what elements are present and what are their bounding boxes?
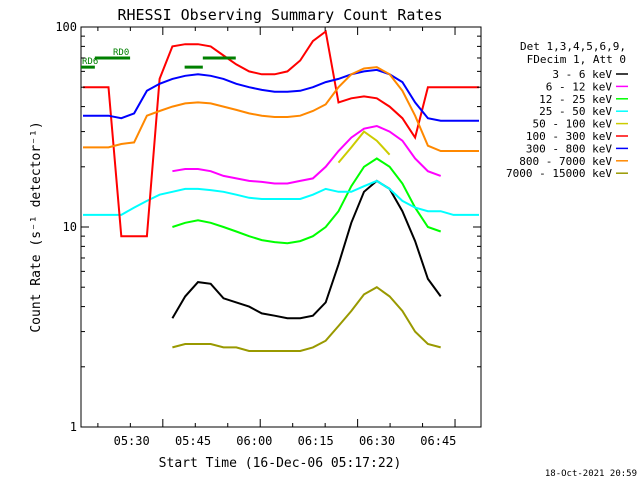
plot-frame	[80, 26, 482, 428]
x-tick-label: 06:30	[359, 434, 395, 448]
x-tick-label: 06:45	[420, 434, 456, 448]
y-axis-label: Count Rate (s⁻¹ detector⁻¹)	[29, 121, 44, 332]
legend-label: 7000 - 15000 keV	[506, 167, 612, 180]
legend-label: 100 - 300 keV	[526, 130, 612, 143]
x-tick-label: 06:15	[298, 434, 334, 448]
series-line-2	[172, 157, 442, 245]
series-line-0	[171, 179, 442, 320]
legend-label: 3 - 6 keV	[552, 68, 612, 81]
legend-label: 300 - 800 keV	[526, 142, 612, 155]
legend-label: 6 - 12 keV	[546, 80, 613, 93]
x-axis: 05:30 05:45 06:00 06:15 06:30 06:45	[97, 27, 456, 448]
series-line-8	[172, 286, 441, 352]
legend-label: 800 - 7000 keV	[519, 155, 612, 168]
series-line-6	[83, 68, 479, 122]
y-tick-label: 100	[55, 20, 77, 34]
x-tick-label: 05:45	[175, 434, 211, 448]
state-bar-label: RD6	[82, 57, 98, 67]
legend-label: 25 - 50 keV	[539, 105, 612, 118]
legend-header-line-1: Det 1,3,4,5,6,9,	[520, 40, 626, 53]
series-line-1	[172, 124, 442, 185]
timestamp: 18-Oct-2021 20:59	[545, 469, 637, 479]
x-tick-label: 06:00	[236, 434, 272, 448]
series-line-5	[83, 29, 479, 238]
series-line-4	[337, 130, 391, 164]
legend-label: 50 - 100 keV	[533, 118, 613, 131]
chart-title: RHESSI Observing Summary Count Rates	[117, 6, 442, 24]
legend-header-line-2: FDecim 1, Att 0	[527, 53, 626, 66]
series-line-3	[83, 179, 479, 216]
x-tick-label: 05:30	[114, 434, 150, 448]
state-bar-label: RD0	[113, 48, 129, 58]
series-layer	[83, 29, 479, 352]
y-axis: 1 10 100	[55, 20, 481, 434]
state-bars: RD0 RD6	[81, 48, 236, 69]
y-tick-label: 1	[70, 420, 77, 434]
series-line-7	[83, 66, 479, 152]
x-axis-label: Start Time (16-Dec-06 05:17:22)	[159, 456, 402, 471]
y-tick-label: 10	[63, 220, 77, 234]
legend-label: 12 - 25 keV	[539, 93, 612, 106]
